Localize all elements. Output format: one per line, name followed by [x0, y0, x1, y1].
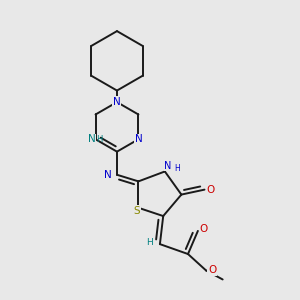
Text: O: O [208, 265, 216, 275]
Text: O: O [206, 184, 214, 195]
Text: N: N [135, 134, 142, 144]
Text: O: O [200, 224, 208, 234]
Text: N: N [113, 97, 121, 107]
Text: H: H [174, 164, 180, 173]
Text: S: S [134, 206, 140, 216]
Text: N: N [104, 170, 112, 180]
Text: N: N [88, 134, 95, 144]
Text: N: N [164, 160, 172, 170]
Text: H: H [146, 238, 153, 247]
Text: H: H [96, 135, 102, 144]
